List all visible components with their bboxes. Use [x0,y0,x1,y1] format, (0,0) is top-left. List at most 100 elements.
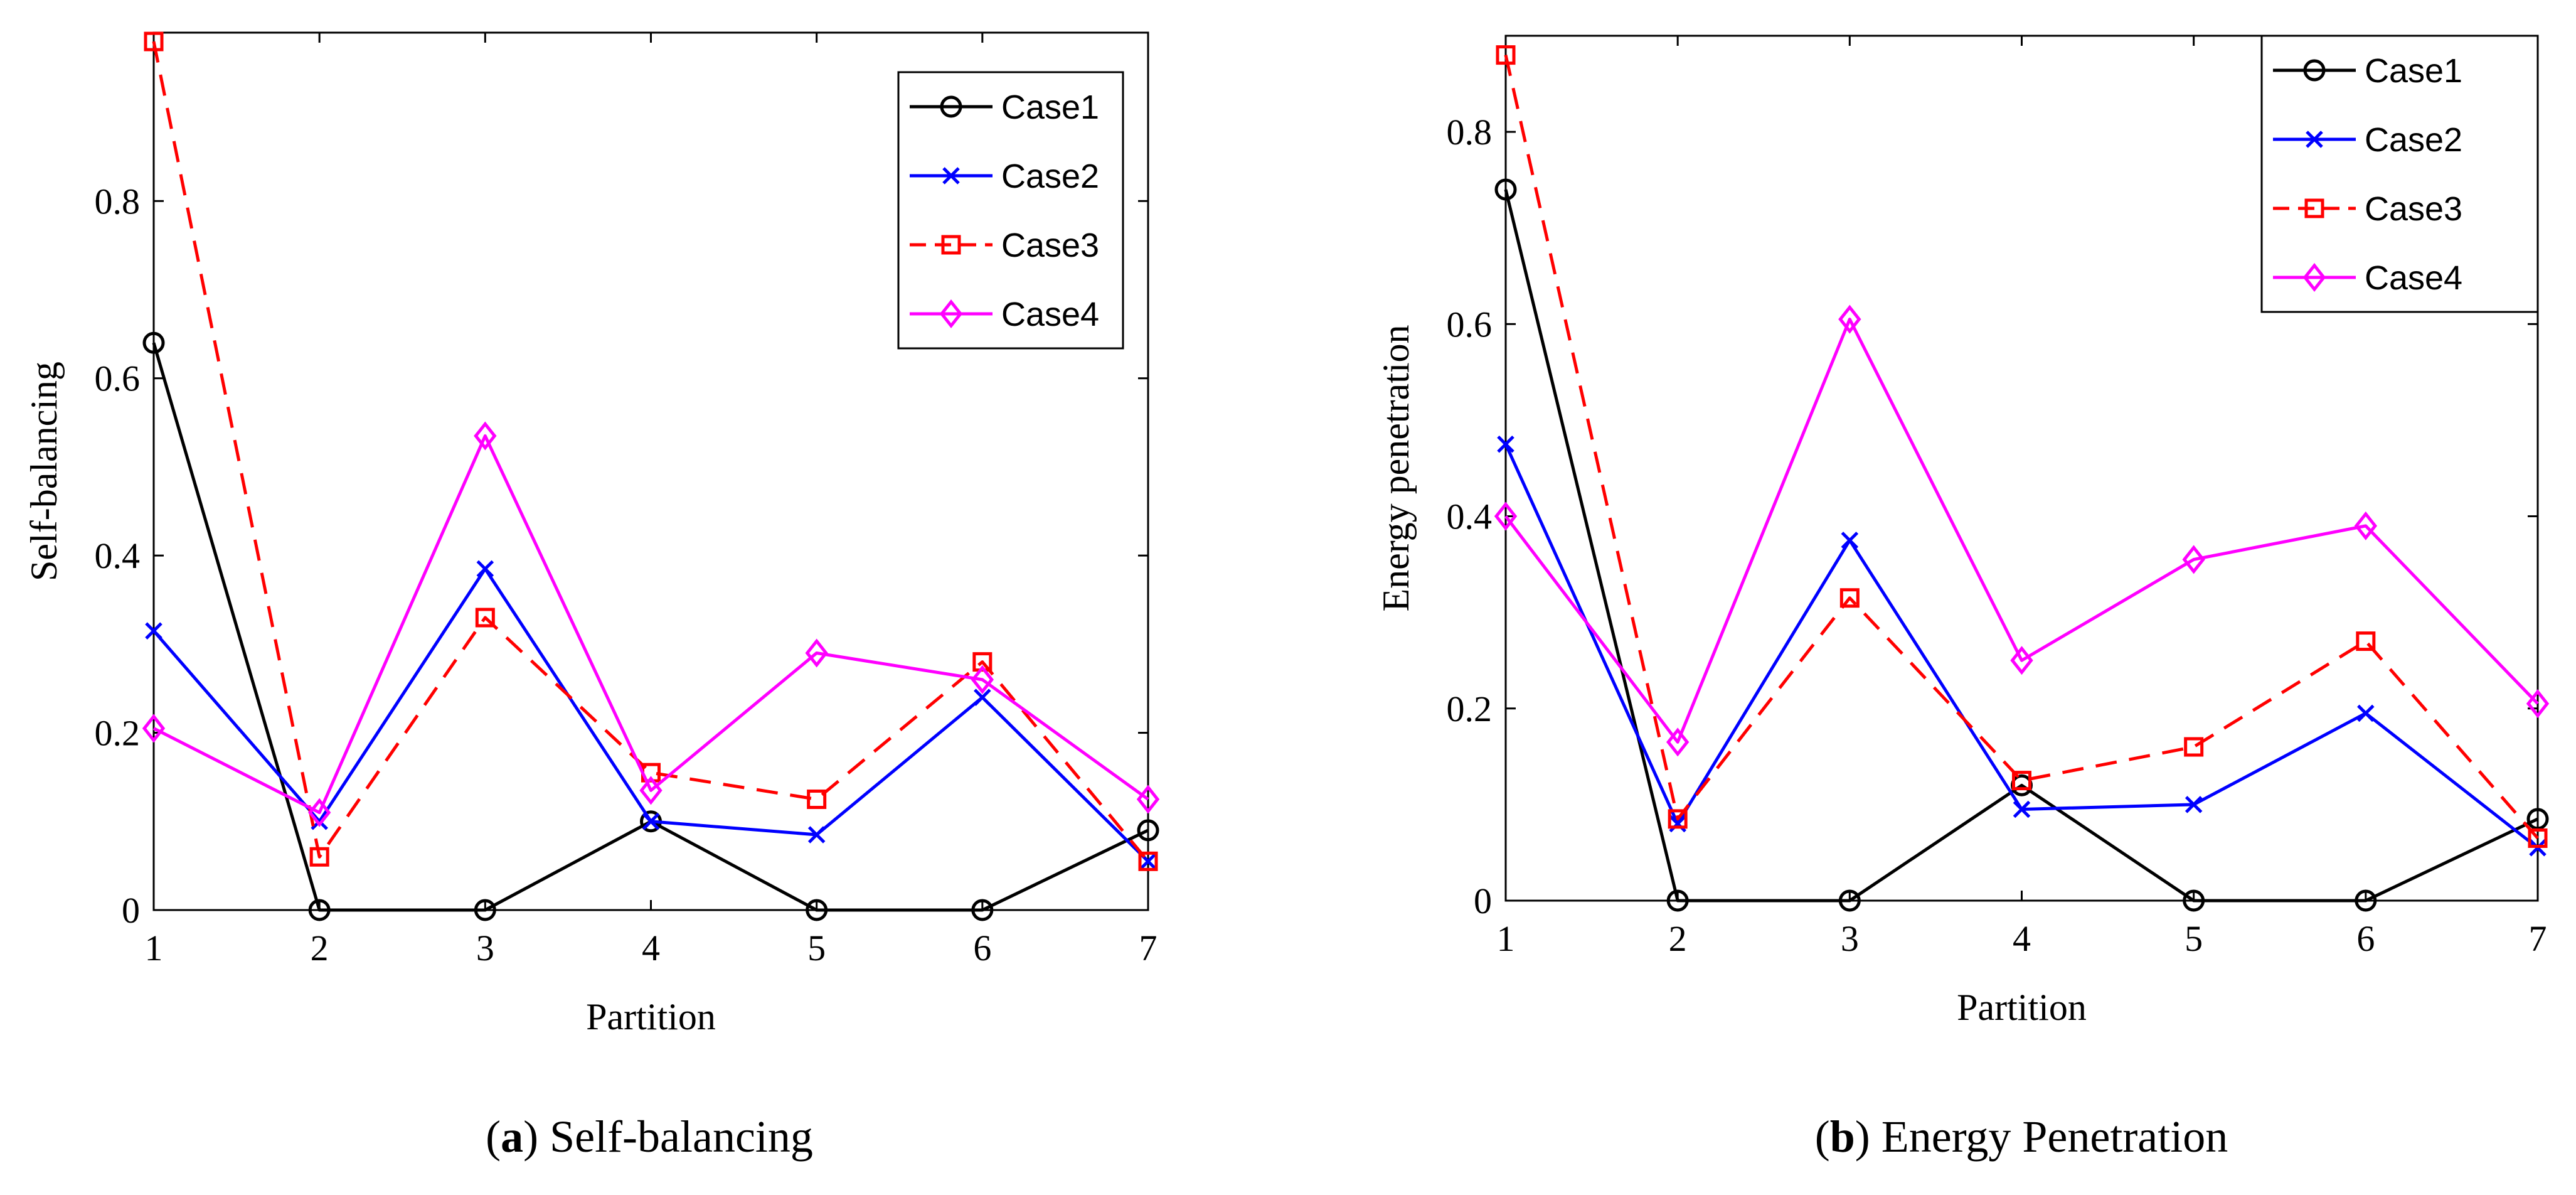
data-point-case1 [2355,889,2377,912]
legend: Case1 Case2 Case3 Case4 [897,71,1124,350]
legend-marker-case3 [2304,198,2324,218]
data-point-case4 [307,798,331,827]
legend-marker-case4 [2302,262,2326,292]
panel-a-self-balancing: 0 0.2 0.4 0.6 0.8 1 2 3 4 5 6 7 Partition Self-balanc… [23,31,1160,1162]
legend-box [2260,35,2539,313]
data-point-case4 [2182,545,2205,574]
data-point-case1 [1494,178,1517,201]
data-point-case2 [1497,435,1514,453]
data-point-case2 [2185,796,2203,813]
data-point-case3 [2528,828,2548,848]
caption-text: Self-balancing [550,1112,813,1162]
data-point-case4 [1494,501,1518,531]
caption-letter: b [1830,1112,1855,1162]
x-tick-label: 5 [807,928,826,968]
data-point-case4 [805,638,828,668]
data-point-case4 [1838,304,1861,334]
data-point-case4 [639,776,663,805]
series-line-case4 [1504,318,2539,744]
x-tick-label: 6 [2356,918,2375,959]
x-tick-label: 1 [1497,918,1515,959]
data-point-case4 [2526,689,2550,719]
legend-label: Case4 [2365,259,2462,297]
data-point-case1 [1137,819,1159,842]
data-point-case2 [974,689,991,706]
legend-label: Case2 [2365,121,2462,159]
data-point-case3 [2012,771,2031,791]
legend-marker-case2 [2306,131,2323,148]
y-tick-label: 0 [1474,881,1492,921]
legend-marker-case3 [941,235,961,255]
legend: Case1 Case2 Case3 Case4 [2260,35,2539,313]
legend-marker-case1 [2303,59,2326,82]
x-tick-label: 6 [973,928,991,968]
data-point-case2 [807,826,826,844]
data-point-case3 [144,31,164,51]
x-tick-label: 5 [2185,918,2203,959]
legend-label: Case3 [2365,190,2462,228]
series-case4 [142,421,1160,827]
legend-box [897,71,1124,350]
series-case3 [1496,45,2548,848]
data-point-case2 [476,560,494,578]
y-tick-label: 0 [122,890,140,931]
series-line-case1 [152,342,1149,912]
data-point-case4 [1136,785,1160,814]
x-tick-label: 3 [476,928,494,968]
y-tick-label: 0.6 [1447,304,1493,345]
legend-marker-case1 [940,95,962,118]
data-point-case2 [1669,815,1686,833]
data-point-case3 [1496,45,1516,65]
panel-caption: (b) Energy Penetration [1815,1112,2228,1162]
series-line-case3 [152,41,1149,862]
x-tick-label: 1 [145,928,163,968]
data-point-case3 [2356,631,2376,651]
panel-b-energy-penetration: 0 0.2 0.4 0.6 0.8 1 2 3 4 5 6 7 Partition Energy pene… [1375,35,2550,1162]
legend-label: Case1 [1001,88,1099,126]
series-line-case4 [152,434,1149,815]
data-point-case2 [1841,532,1859,549]
data-point-case3 [1839,588,1860,608]
legend-label: Case3 [1001,227,1099,264]
legend-marker-case4 [939,299,963,329]
x-tick-label: 2 [1669,918,1687,959]
data-point-case2 [145,622,162,640]
data-point-case4 [142,714,166,743]
data-point-case1 [2526,808,2549,830]
data-point-case2 [2357,704,2375,722]
y-tick-label: 0.6 [95,358,141,399]
caption-letter: a [501,1112,523,1162]
data-point-case4 [2010,646,2033,675]
x-tick-label: 4 [2013,918,2031,959]
x-tick-label: 2 [311,928,329,968]
y-tick-label: 0.8 [95,181,141,222]
legend-marker-case2 [942,167,960,185]
data-point-case3 [309,847,329,867]
series-line-case1 [1504,189,2539,903]
data-point-case3 [475,608,495,628]
data-point-case1 [1666,889,1689,912]
data-point-case4 [1666,727,1690,757]
series-case2 [145,560,1157,871]
data-point-case2 [642,813,660,830]
x-axis-title: Partition [586,996,716,1037]
series-case4 [1494,304,2550,757]
data-point-case4 [474,421,497,451]
data-point-case4 [2354,511,2378,540]
x-tick-label: 7 [2529,918,2547,959]
data-point-case2 [2013,800,2031,818]
y-axis-title: Self-balancing [23,362,65,581]
data-point-case3 [1668,809,1688,829]
data-point-case3 [2184,737,2204,757]
data-point-case1 [971,899,994,921]
y-tick-label: 0.2 [1447,689,1493,729]
legend-label: Case1 [2365,52,2462,90]
y-tick-label: 0.4 [95,535,141,576]
x-axis-title: Partition [1957,987,2087,1028]
x-tick-label: 7 [1139,928,1158,968]
caption-text: Energy Penetration [1881,1112,2228,1162]
data-point-case1 [142,331,165,354]
y-tick-label: 0.8 [1447,112,1493,153]
panel-caption: (a) Self-balancing [486,1112,813,1162]
